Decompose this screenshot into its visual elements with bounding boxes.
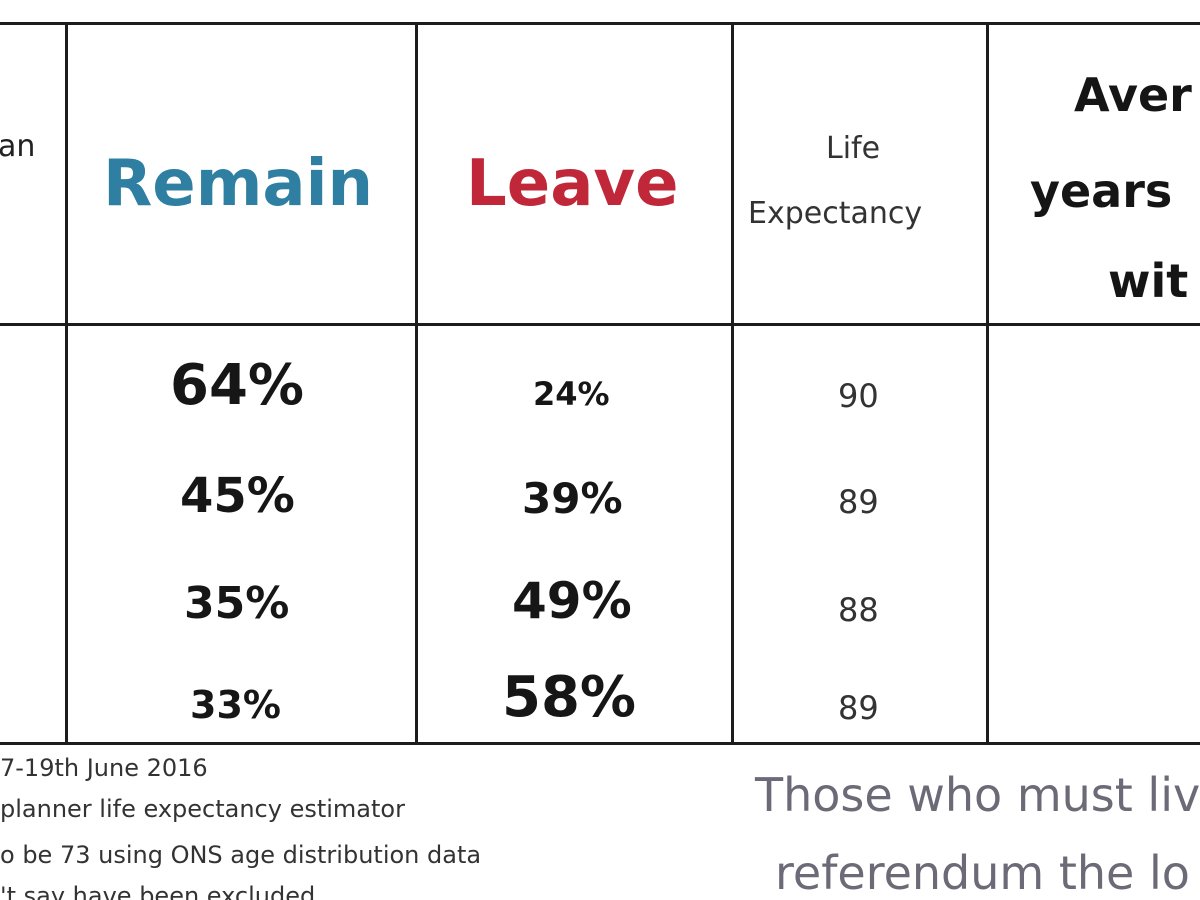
footnote-line-2: planner life expectancy estimator bbox=[0, 795, 405, 823]
leave-value: 39% bbox=[522, 474, 623, 523]
column-header-life-expectancy-line2: Expectancy bbox=[748, 196, 923, 231]
leave-value: 58% bbox=[502, 665, 637, 730]
footnote-line-1: 7-19th June 2016 bbox=[0, 754, 208, 782]
column-header-average-line3: wit bbox=[1108, 254, 1189, 308]
life-expectancy-value: 89 bbox=[838, 689, 879, 727]
column-header-average-line2: years bbox=[1030, 164, 1173, 218]
quote-line-1: Those who must liv bbox=[755, 768, 1200, 822]
footnote-line-4: 't say have been excluded bbox=[0, 882, 316, 900]
remain-value: 45% bbox=[180, 468, 295, 524]
column-header-leave: Leave bbox=[466, 147, 679, 221]
remain-value: 35% bbox=[184, 578, 290, 629]
leave-value: 49% bbox=[512, 572, 632, 630]
footnote-line-3: o be 73 using ONS age distribution data bbox=[0, 841, 482, 869]
column-header-remain: Remain bbox=[103, 147, 374, 221]
column-header-partial: an bbox=[0, 129, 36, 164]
column-divider bbox=[415, 22, 418, 745]
header-divider bbox=[0, 323, 1200, 326]
column-header-life-expectancy-line1: Life bbox=[826, 131, 881, 166]
column-divider bbox=[986, 22, 989, 745]
quote-line-2: referendum the lo bbox=[775, 846, 1190, 900]
life-expectancy-value: 90 bbox=[838, 377, 879, 415]
remain-value: 64% bbox=[170, 353, 305, 418]
column-header-average-line1: Aver bbox=[1074, 68, 1192, 122]
remain-value: 33% bbox=[190, 683, 281, 727]
table-frame bbox=[0, 22, 1200, 745]
life-expectancy-value: 89 bbox=[838, 483, 879, 521]
column-divider bbox=[65, 22, 68, 745]
leave-value: 24% bbox=[533, 375, 610, 413]
life-expectancy-value: 88 bbox=[838, 591, 879, 629]
column-divider bbox=[731, 22, 734, 745]
